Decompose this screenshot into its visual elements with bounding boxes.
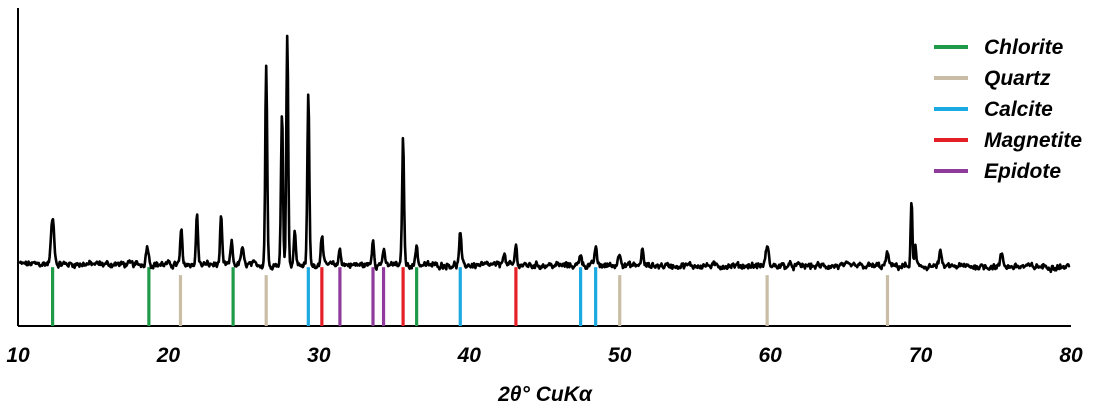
x-tick-label: 10 [6, 344, 30, 367]
pattern-line [18, 34, 1071, 274]
x-tick-label: 50 [608, 344, 632, 367]
x-tick-label: 80 [1059, 344, 1083, 367]
x-tick-label: 60 [758, 344, 782, 367]
axes [17, 8, 1071, 327]
legend-label: Chlorite [984, 36, 1064, 59]
legend-item-magnetite: Magnetite [934, 129, 1082, 152]
legend-label: Quartz [984, 67, 1051, 90]
legend-label: Calcite [984, 98, 1053, 121]
x-tick-label: 20 [156, 344, 181, 367]
legend-label: Magnetite [984, 129, 1082, 152]
x-tick-label: 30 [307, 344, 331, 367]
legend-item-epidote: Epidote [934, 160, 1061, 183]
legend-item-calcite: Calcite [934, 98, 1053, 121]
x-ticks: 10 20 30 40 50 60 70 80 [6, 344, 1083, 367]
legend-item-quartz: Quartz [934, 67, 1051, 90]
legend-item-chlorite: Chlorite [934, 36, 1064, 59]
x-axis-title: 2θ° CuKα [497, 383, 593, 406]
diffraction-pattern [18, 34, 1071, 274]
legend-label: Epidote [984, 160, 1061, 183]
x-tick-label: 40 [457, 344, 482, 367]
reference-lines [50, 267, 890, 326]
x-tick-label: 70 [909, 344, 933, 367]
legend: Chlorite Quartz Calcite Magnetite Epidote [934, 36, 1082, 183]
